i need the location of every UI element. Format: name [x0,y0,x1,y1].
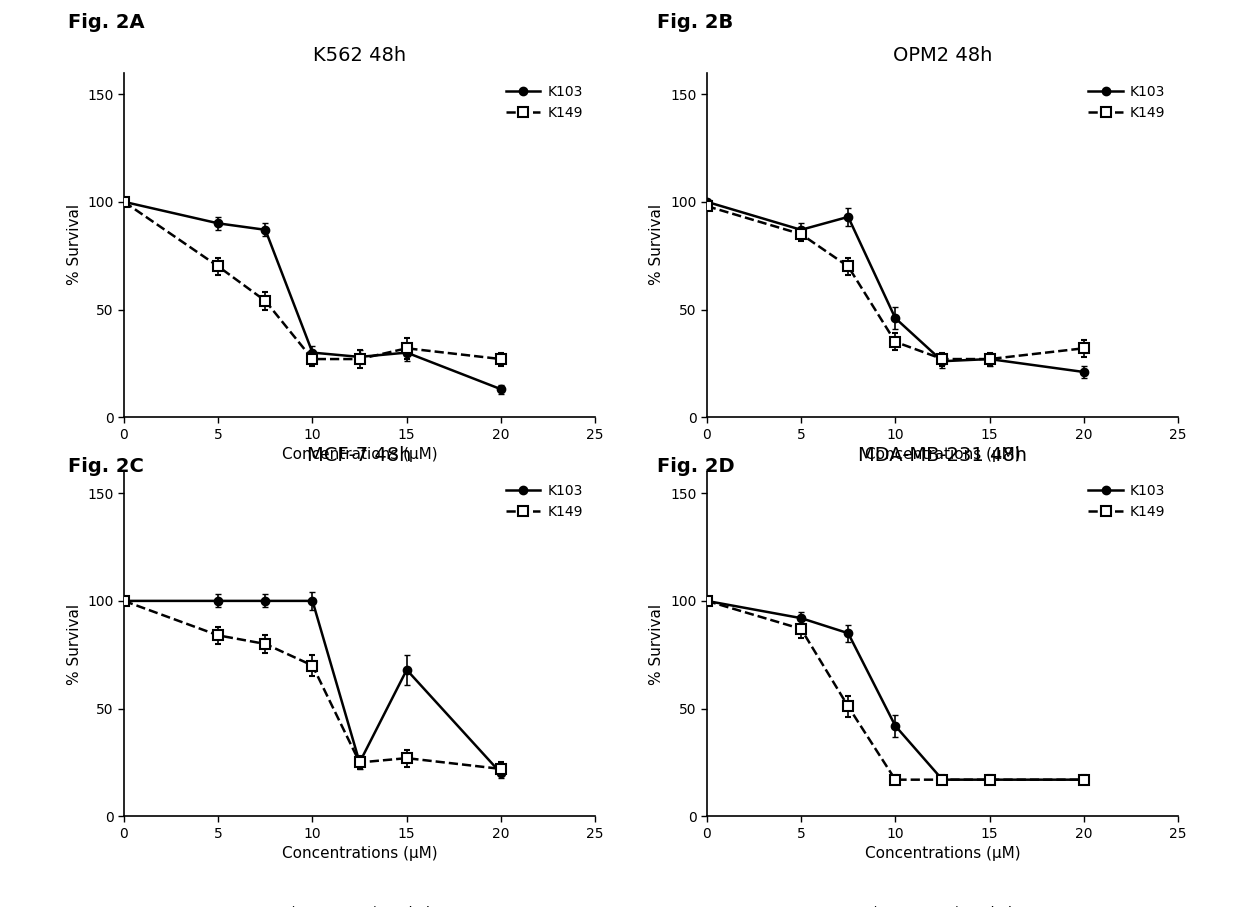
Text: (N=2, n = 6) pooled: (N=2, n = 6) pooled [290,507,429,521]
X-axis label: Concentrations (μM): Concentrations (μM) [864,447,1021,463]
Text: Fig. 2B: Fig. 2B [657,13,733,32]
X-axis label: Concentrations (μM): Concentrations (μM) [281,447,438,463]
Legend: K103, K149: K103, K149 [1083,80,1171,125]
X-axis label: Concentrations (μM): Concentrations (μM) [864,846,1021,862]
Y-axis label: % Survival: % Survival [650,204,665,286]
Title: OPM2 48h: OPM2 48h [893,46,992,65]
Text: (N=3, n = 6) pooled: (N=3, n = 6) pooled [290,906,429,907]
Title: K562 48h: K562 48h [312,46,407,65]
Text: Fig. 2A: Fig. 2A [68,13,145,32]
Title: MCF-7 48h: MCF-7 48h [308,445,412,464]
Legend: K103, K149: K103, K149 [500,479,588,524]
Text: (N=3, n = 6) pooled: (N=3, n = 6) pooled [873,906,1012,907]
Y-axis label: % Survival: % Survival [67,204,82,286]
X-axis label: Concentrations (μM): Concentrations (μM) [281,846,438,862]
Y-axis label: % Survival: % Survival [650,603,665,685]
Y-axis label: % Survival: % Survival [67,603,82,685]
Text: Fig. 2D: Fig. 2D [657,457,735,476]
Legend: K103, K149: K103, K149 [500,80,588,125]
Text: Fig. 2C: Fig. 2C [68,457,144,476]
Legend: K103, K149: K103, K149 [1083,479,1171,524]
Title: MDA-MB-231 48h: MDA-MB-231 48h [858,445,1027,464]
Text: (N=2, n = 6) pooled: (N=2, n = 6) pooled [873,507,1012,521]
